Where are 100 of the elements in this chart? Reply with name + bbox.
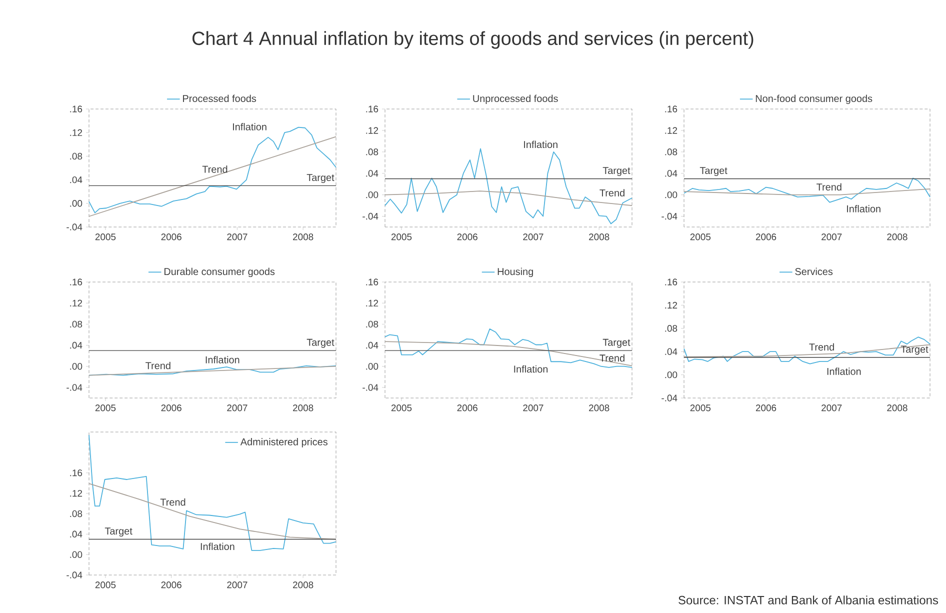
y-tick-label: -.04: [662, 212, 678, 220]
x-tick-label: 2008: [887, 234, 908, 240]
x-tick-label: 2005: [391, 234, 412, 240]
x-tick-label: 2006: [161, 582, 182, 588]
y-tick-label: .00: [665, 371, 678, 378]
x-tick-label: 2008: [293, 582, 314, 588]
annotation: Trend: [816, 183, 842, 191]
x-tick-label: 2006: [161, 404, 182, 412]
x-tick-label: 2005: [95, 234, 116, 240]
y-tick-label: .16: [366, 278, 378, 286]
y-tick-label: -.04: [662, 394, 678, 402]
y-tick-label: .16: [70, 106, 82, 112]
x-tick-label: 2006: [756, 234, 776, 240]
y-tick-label: -.04: [66, 384, 82, 391]
x-tick-label: 2007: [523, 404, 544, 412]
ref-line-label: Target: [900, 346, 928, 355]
x-tick-label: 2006: [161, 234, 182, 240]
x-tick-label: 2005: [95, 582, 116, 588]
y-tick-label: .12: [70, 300, 82, 306]
annotation: Trend: [600, 354, 624, 362]
y-tick-label: .00: [70, 200, 82, 207]
y-tick-label: .16: [70, 278, 82, 286]
annotation: Inflation: [514, 365, 548, 373]
x-tick-label: 2007: [523, 234, 544, 240]
annotation: Trend: [202, 166, 228, 173]
x-tick-label: 2008: [589, 234, 610, 240]
y-tick-label: .04: [665, 170, 678, 177]
ref-line-label: Target: [700, 167, 728, 176]
y-tick-label: .00: [665, 191, 678, 198]
x-tick-label: 2006: [457, 234, 478, 240]
y-tick-label: .00: [366, 363, 378, 370]
x-tick-label: 2005: [690, 234, 711, 240]
y-tick-label: .12: [366, 300, 378, 306]
annotation: Trend: [146, 362, 170, 370]
legend-label: Services: [795, 268, 833, 276]
x-tick-label: 2005: [391, 404, 412, 412]
y-tick-label: .04: [665, 348, 678, 355]
line-series: [384, 190, 632, 206]
annotation: Trend: [160, 498, 186, 506]
annotation: Inflation: [206, 356, 240, 364]
x-tick-label: 2006: [457, 404, 478, 412]
y-tick-label: -.04: [66, 224, 82, 230]
y-tick-label: .08: [70, 510, 82, 518]
y-tick-label: .08: [70, 152, 82, 160]
x-tick-label: 2007: [822, 404, 842, 412]
y-tick-label: .00: [70, 363, 82, 370]
y-tick-label: -.04: [66, 572, 82, 578]
ref-line-label: Target: [306, 338, 334, 348]
y-tick-label: .08: [665, 325, 678, 332]
x-tick-label: 2008: [293, 404, 314, 412]
legend-label: Processed foods: [183, 94, 256, 102]
y-tick-label: .00: [70, 551, 82, 558]
y-tick-label: .12: [665, 302, 678, 308]
y-tick-label: .12: [665, 127, 678, 134]
source-note: Source: INSTAT and Bank of Albania estimations: [678, 596, 938, 604]
annotation: Trend: [809, 343, 834, 351]
text: Chart 4 Annual inflation by items of goods and services (in percent): [192, 31, 754, 49]
legend-label: Housing: [498, 268, 533, 278]
annotation: Inflation: [827, 368, 861, 375]
y-tick-label: .12: [70, 129, 82, 136]
x-tick-label: 2007: [822, 234, 842, 240]
legend-label: Administered prices: [240, 438, 328, 448]
line-series: [384, 148, 632, 224]
legend-label: Non-food consumer goods: [756, 94, 872, 104]
line-series: [684, 344, 930, 358]
ref-line-label: Target: [602, 338, 630, 348]
annotation: Inflation: [233, 123, 266, 130]
y-tick-label: .04: [366, 170, 378, 177]
y-tick-label: .16: [70, 470, 82, 476]
y-tick-label: -.04: [362, 384, 378, 391]
x-tick-label: 2007: [227, 234, 248, 240]
y-tick-label: .12: [70, 490, 82, 497]
ref-line-label: Target: [602, 167, 630, 176]
y-tick-label: .04: [70, 342, 82, 349]
x-tick-label: 2008: [589, 404, 610, 412]
y-tick-label: .04: [70, 176, 82, 184]
y-tick-label: -.04: [362, 212, 378, 220]
legend-label: Durable consumer goods: [164, 268, 275, 278]
ref-line-label: Target: [306, 174, 334, 183]
x-tick-label: 2008: [293, 234, 314, 240]
line-series: [88, 483, 336, 540]
y-tick-label: .12: [366, 127, 378, 134]
annotation: Inflation: [200, 542, 234, 550]
y-tick-label: .08: [70, 320, 82, 328]
x-tick-label: 2007: [227, 582, 248, 588]
annotation: Inflation: [524, 140, 558, 148]
y-tick-label: .08: [366, 148, 378, 156]
y-tick-label: .04: [70, 530, 82, 538]
x-tick-label: 2005: [95, 404, 116, 412]
x-tick-label: 2005: [690, 404, 711, 412]
x-tick-label: 2008: [887, 404, 908, 412]
annotation: Trend: [600, 189, 624, 196]
y-tick-label: .08: [665, 148, 678, 156]
x-tick-label: 2007: [227, 404, 248, 412]
y-tick-label: .00: [366, 191, 378, 198]
line-series: [684, 336, 930, 364]
ref-line-label: Target: [104, 528, 132, 537]
x-tick-label: 2006: [756, 404, 776, 412]
y-tick-label: .16: [366, 106, 378, 112]
y-tick-label: .16: [665, 278, 678, 286]
